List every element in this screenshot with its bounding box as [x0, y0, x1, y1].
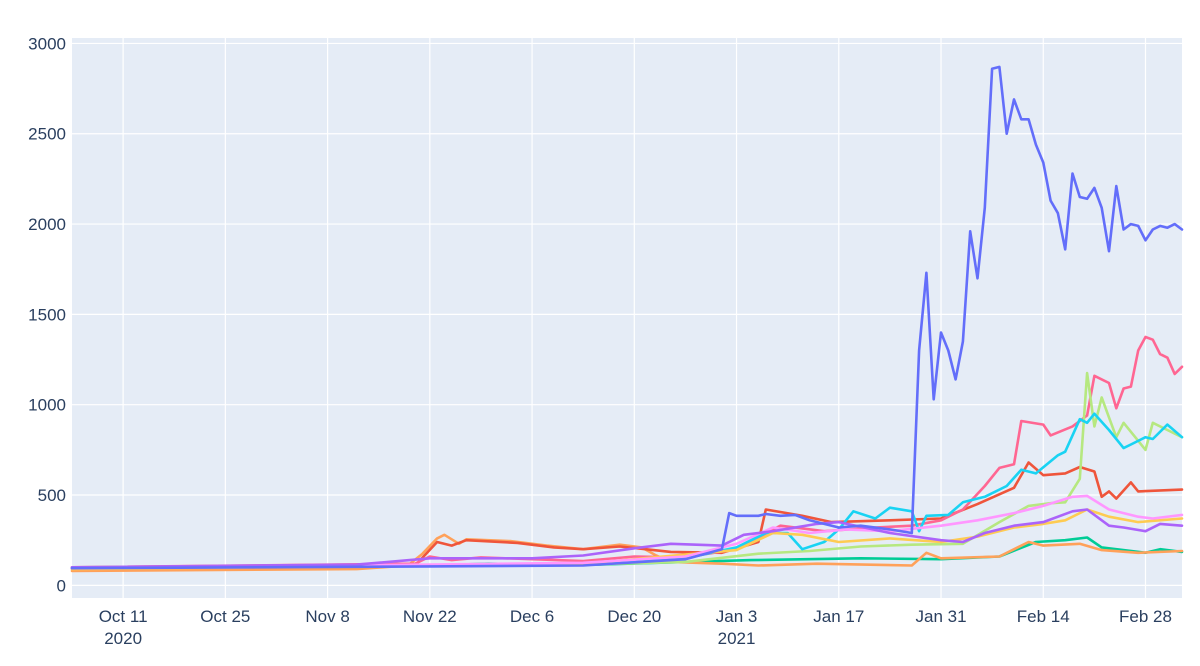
y-tick-label: 3000 [28, 34, 66, 53]
x-tick-label: Feb 14 [1017, 607, 1070, 626]
x-tick-label: Dec 20 [607, 607, 661, 626]
x-tick-label: Dec 6 [510, 607, 554, 626]
x-tick-label: Jan 31 [915, 607, 966, 626]
y-axis-tick-labels: 0 500 1000 1500 2000 2500 3000 [28, 34, 66, 595]
x-tick-label: Jan 3 [716, 607, 758, 626]
y-tick-label: 1500 [28, 305, 66, 324]
x-tick-label: Jan 17 [813, 607, 864, 626]
x-tick-label: Feb 28 [1119, 607, 1172, 626]
y-tick-label: 2000 [28, 215, 66, 234]
series-line-9 [70, 508, 1184, 569]
x-tick-label: Oct 11 [99, 607, 148, 626]
series-line-3 [70, 461, 1184, 570]
x-tick-year-label: 2021 [718, 629, 756, 648]
y-tick-label: 1000 [28, 396, 66, 415]
x-tick-year-label: 2020 [104, 629, 142, 648]
y-tick-label: 0 [57, 576, 66, 595]
y-gridlines [72, 42, 1182, 586]
y-tick-label: 2500 [28, 125, 66, 144]
x-tick-label: Nov 8 [305, 607, 349, 626]
series-lines [70, 65, 1184, 573]
series-line-4 [70, 335, 1184, 569]
series-line-10 [70, 65, 1184, 570]
x-axis-tick-labels: Oct 11 2020 Oct 25 Nov 8 Nov 22 Dec 6 Dec 20 Ja… [99, 607, 1172, 648]
x-tick-label: Nov 22 [403, 607, 457, 626]
x-tick-label: Oct 25 [200, 607, 250, 626]
y-tick-label: 500 [38, 486, 66, 505]
series-line-8 [70, 494, 1184, 570]
plot-area [72, 38, 1182, 598]
